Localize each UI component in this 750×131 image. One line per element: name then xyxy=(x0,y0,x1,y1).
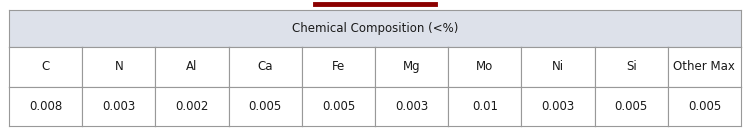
Text: 0.005: 0.005 xyxy=(688,100,721,113)
Text: 0.005: 0.005 xyxy=(248,100,282,113)
Text: Si: Si xyxy=(626,61,637,73)
Text: 0.002: 0.002 xyxy=(176,100,208,113)
Text: C: C xyxy=(41,61,50,73)
Text: 0.005: 0.005 xyxy=(614,100,648,113)
Text: Mo: Mo xyxy=(476,61,494,73)
Text: 0.008: 0.008 xyxy=(29,100,62,113)
Text: Ni: Ni xyxy=(552,61,564,73)
Text: Other Max: Other Max xyxy=(674,61,735,73)
Text: N: N xyxy=(115,61,123,73)
Text: 0.005: 0.005 xyxy=(322,100,355,113)
Text: Chemical Composition (<%): Chemical Composition (<%) xyxy=(292,22,458,35)
Text: 0.003: 0.003 xyxy=(102,100,136,113)
Text: 0.003: 0.003 xyxy=(542,100,574,113)
Text: Mg: Mg xyxy=(403,61,421,73)
Text: Al: Al xyxy=(186,61,198,73)
Text: Fe: Fe xyxy=(332,61,345,73)
Text: 0.003: 0.003 xyxy=(395,100,428,113)
Text: 0.01: 0.01 xyxy=(472,100,498,113)
Text: Ca: Ca xyxy=(257,61,273,73)
